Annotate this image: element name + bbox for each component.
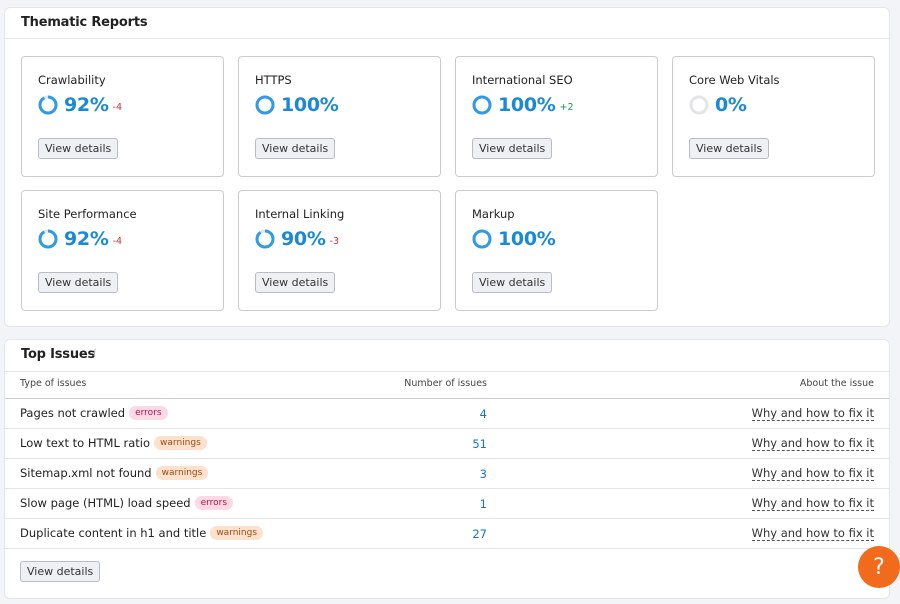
help-button[interactable]: ? xyxy=(858,546,900,588)
card-title: Markup xyxy=(472,207,515,221)
score-ring xyxy=(689,95,709,115)
issue-name[interactable]: Sitemap.xml not found xyxy=(20,466,152,480)
issue-name[interactable]: Pages not crawled xyxy=(20,406,126,420)
score-value: 92% xyxy=(64,228,109,250)
view-details-button[interactable]: View details xyxy=(255,272,336,293)
score-ring xyxy=(38,95,58,115)
report-card: Site Performance 92% -4 View details xyxy=(21,190,224,311)
issue-cell: Low text to HTML ratio warnings xyxy=(20,436,207,450)
issue-name[interactable]: Low text to HTML ratio xyxy=(20,436,151,450)
ring-value xyxy=(472,95,492,115)
report-card: Core Web Vitals 0% View details xyxy=(672,56,875,177)
card-title: HTTPS xyxy=(255,73,292,87)
issue-tag: warnings xyxy=(210,526,264,540)
issue-count[interactable]: 51 xyxy=(472,437,487,451)
fix-link[interactable]: Why and how to fix it xyxy=(751,526,874,541)
issue-row: Pages not crawled errors 4 Why and how to f… xyxy=(5,399,889,429)
ring-value xyxy=(472,229,492,249)
view-details-button[interactable]: View details xyxy=(255,138,336,159)
panel-title: Thematic Reports xyxy=(21,15,148,30)
card-title: Crawlability xyxy=(38,73,106,87)
report-card: Crawlability 92% -4 View details xyxy=(21,56,224,177)
fix-link[interactable]: Why and how to fix it xyxy=(751,406,874,421)
column-header: Number of issues xyxy=(404,378,487,389)
score-value: 100% xyxy=(498,94,556,116)
issue-count[interactable]: 1 xyxy=(479,497,487,511)
score-ring xyxy=(255,229,275,249)
issue-cell: Duplicate content in h1 and title warning… xyxy=(20,526,264,540)
issue-row: Slow page (HTML) load speed errors 1 Why an… xyxy=(5,489,889,519)
issue-name[interactable]: Slow page (HTML) load speed xyxy=(20,496,191,510)
view-details-button[interactable]: View details xyxy=(38,138,119,159)
card-title: International SEO xyxy=(472,73,573,87)
issue-tag: errors xyxy=(129,406,168,420)
issue-tag: warnings xyxy=(154,436,207,450)
view-details-button[interactable]: View details xyxy=(472,138,553,159)
issue-tag: errors xyxy=(194,496,234,510)
score: 0% xyxy=(689,94,747,116)
score: 100% xyxy=(472,228,556,250)
issue-count[interactable]: 27 xyxy=(472,527,487,541)
score: 92% -4 xyxy=(38,228,122,250)
report-card: HTTPS 100% View details xyxy=(238,56,441,177)
score: 92% -4 xyxy=(38,94,122,116)
issue-name[interactable]: Duplicate content in h1 and title xyxy=(20,526,207,540)
card-title: Site Performance xyxy=(38,207,137,221)
info-icon[interactable]: i xyxy=(93,348,97,359)
ring-value xyxy=(38,229,58,249)
issue-count[interactable]: 3 xyxy=(479,467,487,481)
ring-value xyxy=(38,95,58,115)
issue-row: Duplicate content in h1 and title warning… xyxy=(5,519,889,549)
score-change: -4 xyxy=(112,235,123,247)
divider xyxy=(5,38,889,39)
column-header: Type of issues xyxy=(20,378,87,389)
issue-tag: warnings xyxy=(155,466,209,480)
report-card: International SEO 100% +2 View details xyxy=(455,56,658,177)
score-value: 92% xyxy=(64,94,109,116)
score: 100% xyxy=(255,94,339,116)
score-change: -3 xyxy=(329,235,340,247)
score-ring xyxy=(472,95,492,115)
report-card: Markup 100% View details xyxy=(455,190,658,311)
divider xyxy=(5,398,889,399)
score-value: 90% xyxy=(281,228,326,250)
issue-row: Sitemap.xml not found warnings 3 Why and ho… xyxy=(5,459,889,489)
top-issues-panel: Top Issues i Type of issues Number of is… xyxy=(4,339,890,599)
card-title: Core Web Vitals xyxy=(689,73,780,87)
ring-track xyxy=(689,95,709,115)
issue-cell: Pages not crawled errors xyxy=(20,406,168,420)
score: 100% +2 xyxy=(472,94,574,116)
fix-link[interactable]: Why and how to fix it xyxy=(751,436,874,451)
score-ring xyxy=(472,229,492,249)
thematic-reports-panel: Thematic Reports Crawlability 92% -4 View d… xyxy=(4,7,890,327)
fix-link[interactable]: Why and how to fix it xyxy=(751,496,874,511)
issue-cell: Sitemap.xml not found warnings xyxy=(20,466,209,480)
card-title: Internal Linking xyxy=(255,207,345,221)
view-details-button[interactable]: View details xyxy=(20,561,101,582)
fix-link[interactable]: Why and how to fix it xyxy=(751,466,874,481)
divider xyxy=(5,371,889,372)
score-ring xyxy=(38,229,58,249)
report-cards: Crawlability 92% -4 View details HTTPS 100% Vi… xyxy=(21,56,875,311)
view-details-button[interactable]: View details xyxy=(38,272,119,293)
issue-count[interactable]: 4 xyxy=(479,407,487,421)
score-ring xyxy=(255,95,275,115)
score: 90% -3 xyxy=(255,228,339,250)
score-change: +2 xyxy=(559,101,574,113)
view-details-button[interactable]: View details xyxy=(689,138,770,159)
issue-cell: Slow page (HTML) load speed errors xyxy=(20,496,234,510)
issue-row: Low text to HTML ratio warnings 51 Why and … xyxy=(5,429,889,459)
score-value: 100% xyxy=(498,228,556,250)
score-value: 0% xyxy=(715,94,747,116)
ring-value xyxy=(255,95,275,115)
score-value: 100% xyxy=(281,94,339,116)
column-header: About the issue xyxy=(799,378,874,389)
view-details-button[interactable]: View details xyxy=(472,272,553,293)
panel-title: Top Issues xyxy=(21,347,96,362)
report-card: Internal Linking 90% -3 View details xyxy=(238,190,441,311)
ring-value xyxy=(255,229,275,249)
score-change: -4 xyxy=(112,101,123,113)
